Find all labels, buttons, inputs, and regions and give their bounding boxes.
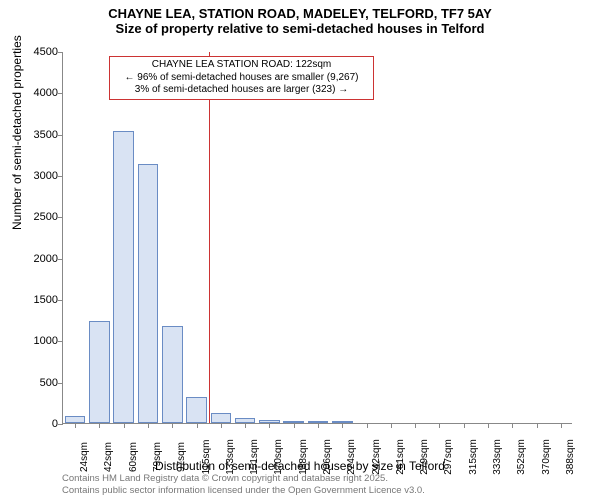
x-tick-mark: [269, 423, 270, 428]
footer-line-2: Contains public sector information licen…: [62, 485, 425, 496]
y-tick-label: 0: [18, 418, 58, 430]
annotation-box: CHAYNE LEA STATION ROAD: 122sqm← 96% of …: [109, 56, 374, 100]
histogram-bar: [89, 321, 110, 423]
x-tick-mark: [439, 423, 440, 428]
x-tick-mark: [537, 423, 538, 428]
y-tick-mark: [58, 259, 63, 260]
y-tick-label: 1000: [18, 335, 58, 347]
annotation-line-3: 3% of semi-detached houses are larger (3…: [114, 84, 369, 97]
chart-title-block: CHAYNE LEA, STATION ROAD, MADELEY, TELFO…: [0, 0, 600, 36]
histogram-bar: [186, 397, 207, 423]
y-tick-mark: [58, 300, 63, 301]
annotation-line-2: ← 96% of semi-detached houses are smalle…: [114, 72, 369, 85]
y-tick-label: 2500: [18, 211, 58, 223]
x-tick-mark: [561, 423, 562, 428]
x-tick-mark: [294, 423, 295, 428]
y-tick-label: 4000: [18, 87, 58, 99]
y-tick-label: 1500: [18, 294, 58, 306]
reference-line: [209, 52, 210, 423]
y-tick-mark: [58, 135, 63, 136]
x-tick-mark: [415, 423, 416, 428]
x-tick-mark: [342, 423, 343, 428]
annotation-title: CHAYNE LEA STATION ROAD: 122sqm: [114, 59, 369, 72]
x-tick-mark: [512, 423, 513, 428]
y-tick-label: 4500: [18, 46, 58, 58]
chart-area: 05001000150020002500300035004000450024sq…: [62, 52, 572, 424]
y-tick-mark: [58, 217, 63, 218]
x-tick-mark: [75, 423, 76, 428]
x-tick-mark: [488, 423, 489, 428]
footer-line-1: Contains HM Land Registry data © Crown c…: [62, 473, 425, 484]
x-tick-mark: [391, 423, 392, 428]
x-tick-mark: [367, 423, 368, 428]
y-tick-label: 3000: [18, 170, 58, 182]
y-tick-mark: [58, 52, 63, 53]
y-tick-mark: [58, 176, 63, 177]
x-tick-mark: [99, 423, 100, 428]
histogram-bar: [211, 413, 232, 423]
x-tick-mark: [148, 423, 149, 428]
x-tick-mark: [124, 423, 125, 428]
x-tick-mark: [318, 423, 319, 428]
histogram-bar: [113, 131, 134, 423]
y-tick-mark: [58, 383, 63, 384]
x-tick-mark: [221, 423, 222, 428]
x-axis-label: Distribution of semi-detached houses by …: [0, 459, 600, 473]
y-tick-label: 2000: [18, 253, 58, 265]
plot-region: 05001000150020002500300035004000450024sq…: [62, 52, 572, 424]
y-tick-label: 500: [18, 377, 58, 389]
y-tick-mark: [58, 93, 63, 94]
histogram-bar: [162, 326, 183, 423]
x-tick-mark: [172, 423, 173, 428]
x-tick-mark: [464, 423, 465, 428]
title-line-2: Size of property relative to semi-detach…: [0, 21, 600, 36]
y-tick-mark: [58, 424, 63, 425]
footer-attribution: Contains HM Land Registry data © Crown c…: [62, 473, 425, 496]
histogram-bar: [138, 164, 159, 423]
x-tick-mark: [245, 423, 246, 428]
histogram-bar: [65, 416, 86, 423]
y-tick-label: 3500: [18, 129, 58, 141]
x-tick-mark: [197, 423, 198, 428]
y-tick-mark: [58, 341, 63, 342]
title-line-1: CHAYNE LEA, STATION ROAD, MADELEY, TELFO…: [0, 6, 600, 21]
